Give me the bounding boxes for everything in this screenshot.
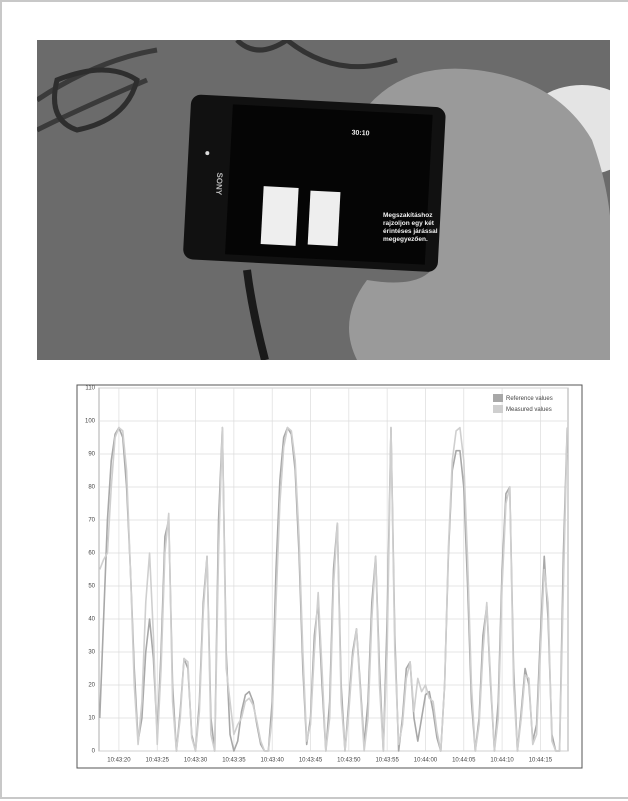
screen-box: [260, 186, 299, 246]
x-tick-label: 10:43:25: [146, 758, 170, 764]
glasses-arm: [235, 40, 398, 70]
y-tick-label: 50: [88, 584, 95, 590]
x-tick-label: 10:43:20: [107, 758, 131, 764]
data-line: [99, 426, 569, 752]
legend-label: Measured values: [506, 407, 552, 413]
legend-swatch: [493, 405, 503, 413]
x-tick-label: 10:43:50: [337, 758, 361, 764]
x-tick-label: 10:43:30: [184, 758, 208, 764]
x-tick-label: 10:44:05: [452, 758, 476, 764]
x-tick-label: 10:44:10: [490, 758, 514, 764]
glasses-lens: [52, 67, 140, 133]
y-tick-label: 30: [88, 650, 95, 656]
x-tick-label: 10:43:55: [375, 758, 399, 764]
y-tick-label: 40: [88, 617, 95, 623]
y-tick-label: 100: [85, 419, 96, 425]
cable: [243, 269, 269, 360]
hand: [349, 68, 610, 360]
y-tick-label: 90: [88, 452, 95, 458]
x-tick-label: 10:43:35: [222, 758, 246, 764]
y-tick-label: 0: [92, 749, 96, 755]
y-tick-label: 20: [88, 683, 95, 689]
y-tick-label: 80: [88, 485, 95, 491]
y-tick-label: 10: [88, 716, 95, 722]
y-tick-label: 60: [88, 551, 95, 557]
photo: SONY 30:10: [37, 40, 610, 360]
phone-message: Megszakításhoz rajzoljon egy két érintés…: [383, 212, 438, 243]
legend-swatch: [493, 394, 503, 402]
phone-brand: SONY: [214, 172, 224, 196]
phone-clock: 30:10: [351, 129, 369, 137]
phone-led: [205, 151, 210, 156]
x-tick-label: 10:44:15: [529, 758, 553, 764]
x-tick-label: 10:43:40: [261, 758, 285, 764]
y-tick-label: 70: [88, 518, 95, 524]
x-tick-label: 10:43:45: [299, 758, 323, 764]
x-tick-label: 10:44:00: [414, 758, 438, 764]
legend-label: Reference values: [506, 396, 553, 402]
screen-box: [307, 190, 341, 247]
y-tick-label: 110: [85, 386, 95, 392]
